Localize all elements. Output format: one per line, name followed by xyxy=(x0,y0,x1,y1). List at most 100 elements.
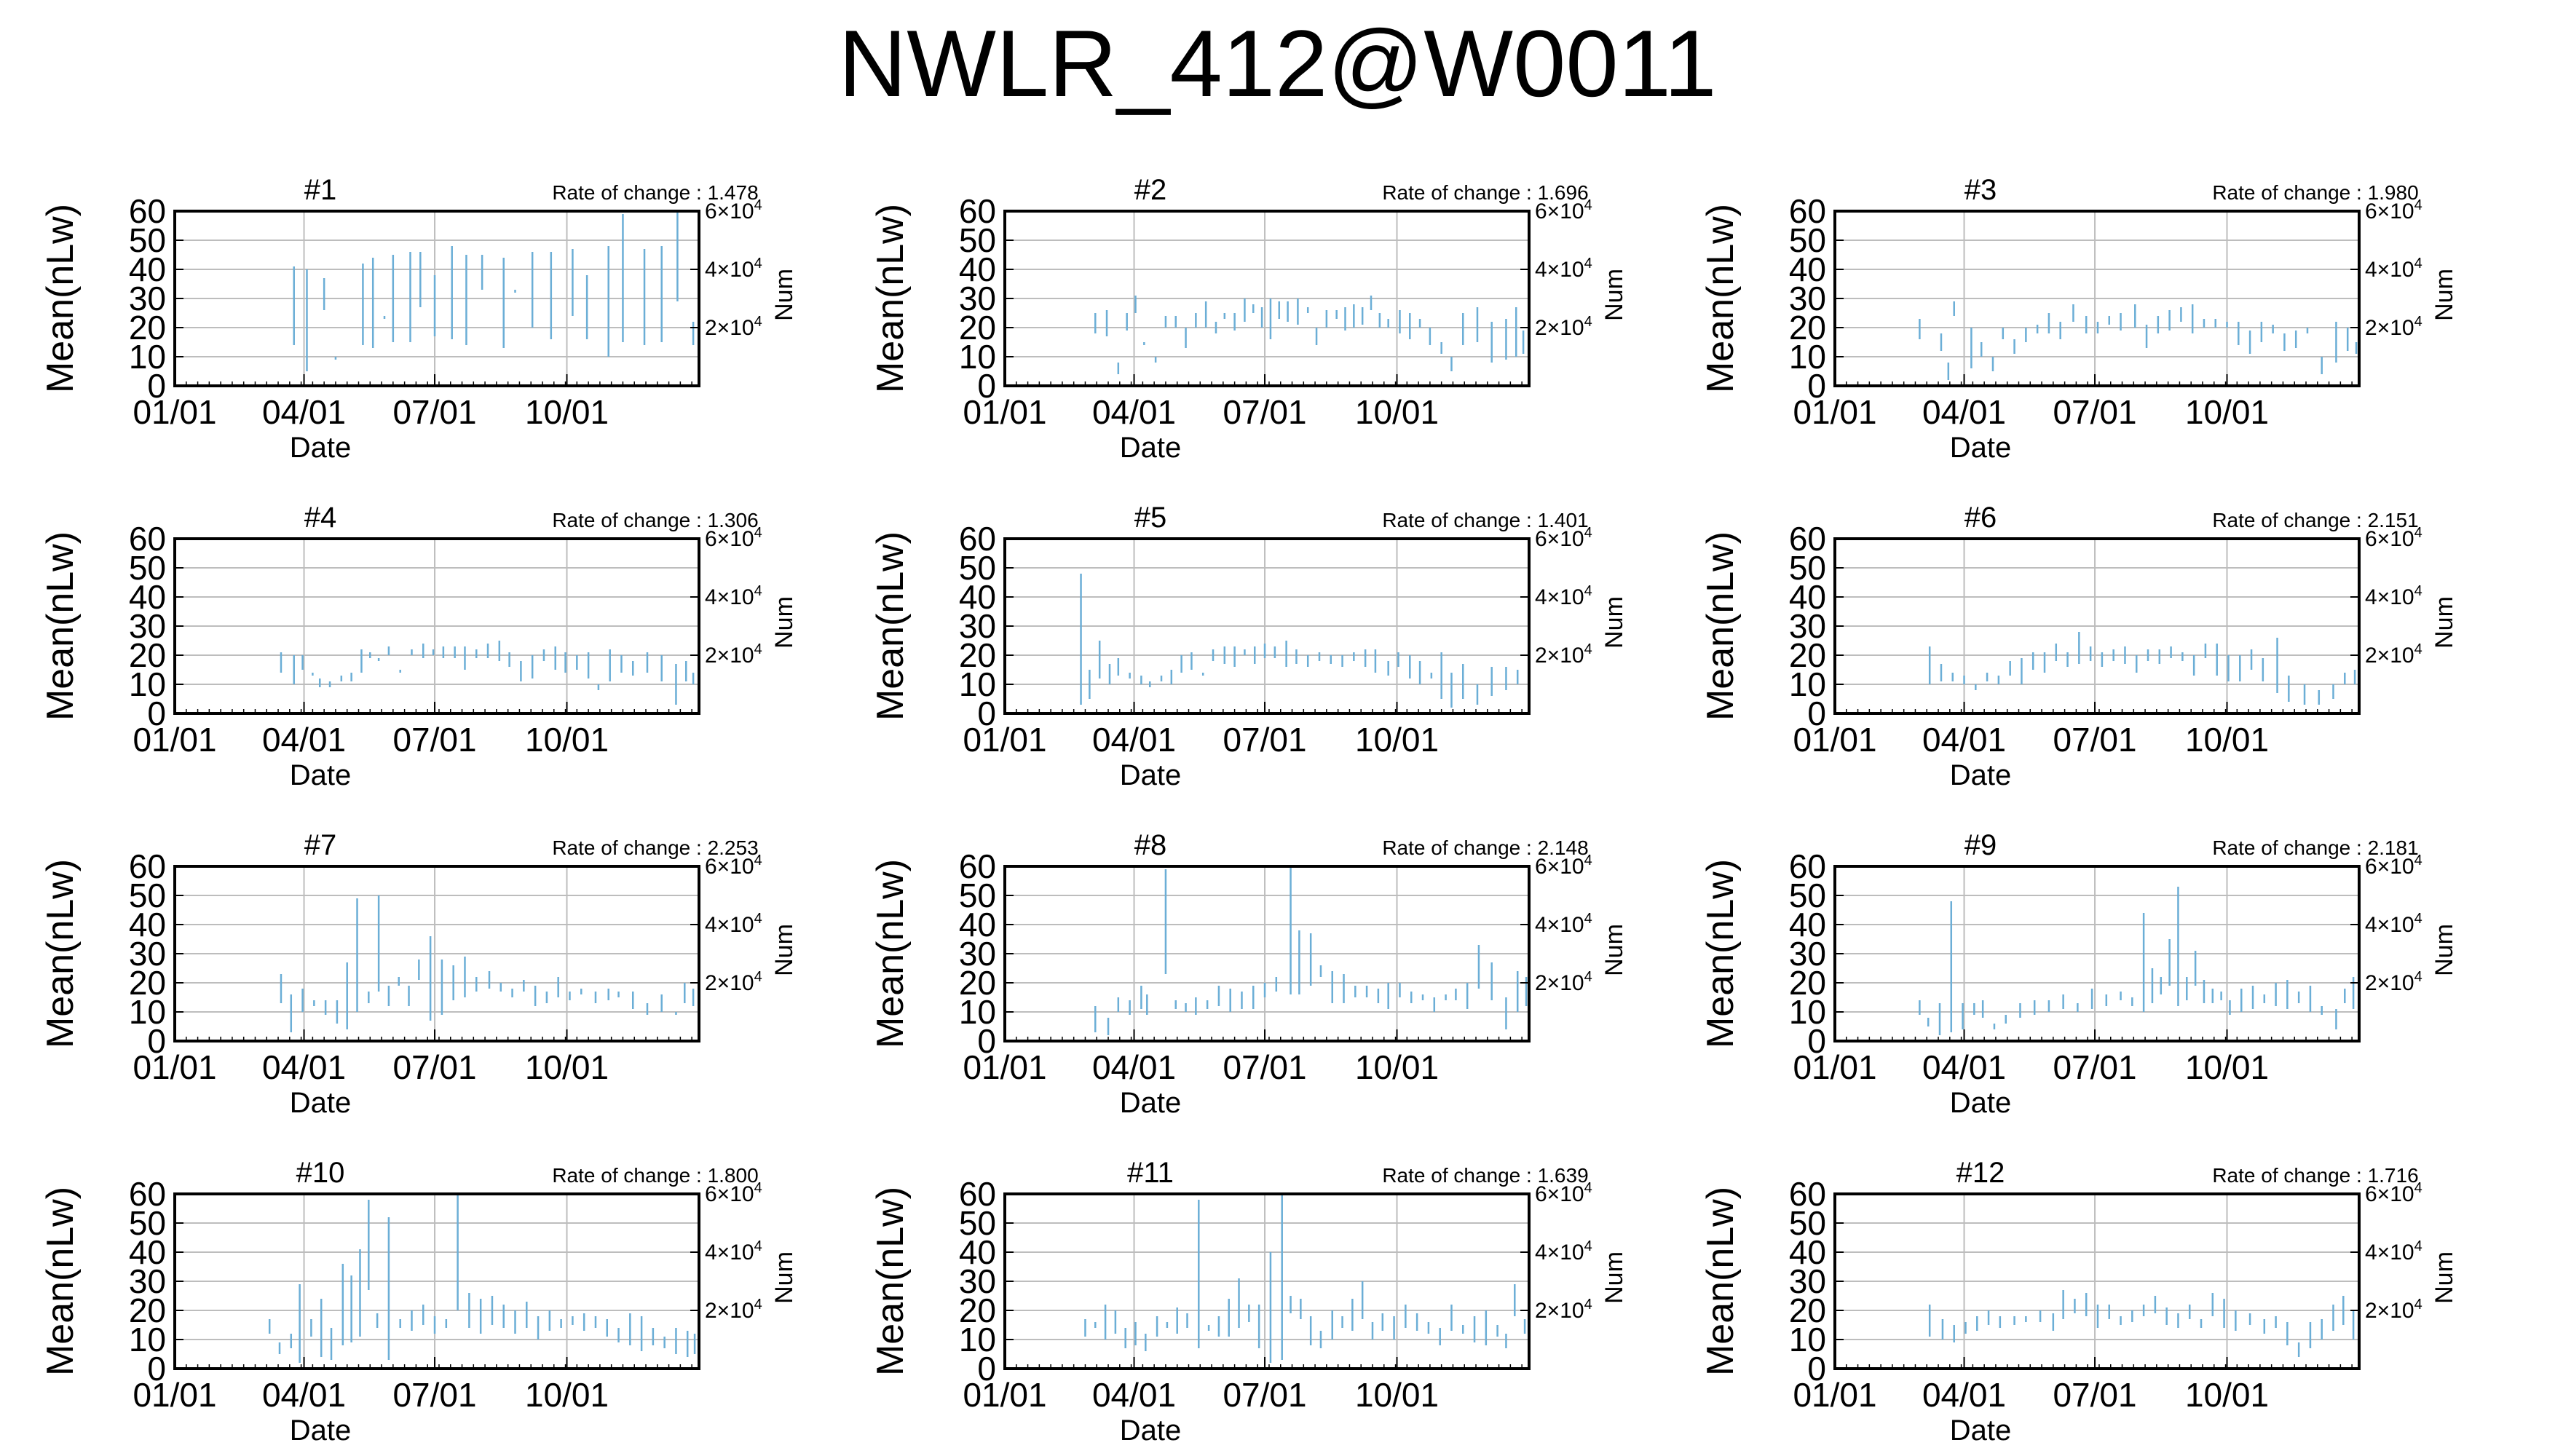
y-tick-label: 20 xyxy=(1789,1291,1826,1329)
rate-of-change: Rate of change : 1.800 xyxy=(552,1164,758,1187)
rate-of-change: Rate of change : 2.181 xyxy=(2212,836,2418,859)
x-axis-label: Date xyxy=(1950,1415,2012,1447)
y2-tick-label: 4×104 xyxy=(705,583,762,609)
x-axis-label: Date xyxy=(290,1415,352,1447)
y-tick-label: 10 xyxy=(129,993,166,1031)
panel-title: #10 xyxy=(296,1157,345,1189)
rate-of-change: Rate of change : 1.716 xyxy=(2212,1164,2418,1187)
y-tick-label: 50 xyxy=(1789,877,1826,914)
y2-tick-label: 6×104 xyxy=(705,525,762,551)
x-axis-label: Date xyxy=(1950,1087,2012,1119)
panel-title: #1 xyxy=(304,174,337,206)
page-title: NWLR_412@W0011 xyxy=(838,10,1717,116)
x-tick-label: 10/01 xyxy=(525,393,609,431)
y2-tick-label: 2×104 xyxy=(2365,1297,2422,1323)
x-tick-label: 04/01 xyxy=(1092,721,1176,759)
y-tick-label: 60 xyxy=(959,1175,996,1213)
x-tick-label: 01/01 xyxy=(963,1048,1046,1086)
y-tick-label: 10 xyxy=(129,338,166,376)
y-tick-label: 0 xyxy=(147,1350,166,1388)
y2-tick-label: 6×104 xyxy=(2365,852,2422,879)
x-tick-label: 01/01 xyxy=(1793,1048,1876,1086)
x-tick-label: 07/01 xyxy=(392,1376,476,1414)
y-tick-label: 50 xyxy=(129,877,166,914)
x-tick-label: 04/01 xyxy=(262,1048,346,1086)
y-axis-label: Mean(nLw) xyxy=(1699,859,1742,1048)
x-tick-label: 10/01 xyxy=(2185,1376,2269,1414)
y2-axis-label: Num xyxy=(770,269,798,321)
rate-of-change: Rate of change : 1.696 xyxy=(1382,181,1588,204)
y2-tick-label: 2×104 xyxy=(705,641,762,668)
x-tick-label: 04/01 xyxy=(1922,721,2006,759)
y-tick-label: 60 xyxy=(1789,1175,1826,1213)
y-tick-label: 50 xyxy=(129,1204,166,1242)
x-tick-label: 10/01 xyxy=(2185,721,2269,759)
panel-title: #8 xyxy=(1134,829,1167,861)
y2-tick-label: 6×104 xyxy=(1535,525,1592,551)
x-axis-label: Date xyxy=(290,432,352,464)
y-tick-label: 40 xyxy=(1789,906,1826,943)
y-tick-label: 30 xyxy=(129,280,166,317)
x-tick-label: 01/01 xyxy=(133,721,216,759)
x-tick-label: 04/01 xyxy=(1092,393,1176,431)
y-tick-label: 0 xyxy=(977,367,996,405)
y-tick-label: 20 xyxy=(959,1291,996,1329)
x-tick-label: 04/01 xyxy=(1922,393,2006,431)
y2-axis-label: Num xyxy=(770,924,798,976)
y-tick-label: 0 xyxy=(1807,1022,1826,1060)
y-axis-label: Mean(nLw) xyxy=(39,531,82,721)
y-tick-label: 50 xyxy=(1789,221,1826,259)
y2-tick-label: 2×104 xyxy=(705,314,762,340)
y-tick-label: 20 xyxy=(129,309,166,347)
y-tick-label: 20 xyxy=(1789,636,1826,674)
y-tick-label: 30 xyxy=(959,607,996,645)
y-tick-label: 50 xyxy=(1789,1204,1826,1242)
x-tick-label: 07/01 xyxy=(2053,1376,2136,1414)
y-tick-label: 0 xyxy=(1807,1350,1826,1388)
x-tick-label: 01/01 xyxy=(1793,393,1876,431)
x-tick-label: 01/01 xyxy=(133,1376,216,1414)
x-tick-label: 10/01 xyxy=(1355,1376,1439,1414)
x-tick-label: 01/01 xyxy=(1793,1376,1876,1414)
y2-tick-label: 4×104 xyxy=(705,1238,762,1265)
x-axis-label: Date xyxy=(290,1087,352,1119)
y2-axis-label: Num xyxy=(770,1251,798,1304)
y-tick-label: 0 xyxy=(1807,695,1826,732)
panel-title: #6 xyxy=(1964,502,1997,534)
rate-of-change: Rate of change : 1.980 xyxy=(2212,181,2418,204)
x-axis-label: Date xyxy=(290,759,352,791)
y-tick-label: 30 xyxy=(1789,607,1826,645)
y-axis-label: Mean(nLw) xyxy=(869,204,912,393)
x-tick-label: 01/01 xyxy=(963,721,1046,759)
x-tick-label: 04/01 xyxy=(262,721,346,759)
y-tick-label: 30 xyxy=(1789,280,1826,317)
y-tick-label: 30 xyxy=(1789,935,1826,973)
panel-title: #12 xyxy=(1956,1157,2005,1189)
y-tick-label: 60 xyxy=(959,192,996,230)
panel-title: #9 xyxy=(1964,829,1997,861)
y-tick-label: 10 xyxy=(1789,338,1826,376)
x-axis-label: Date xyxy=(1120,432,1182,464)
y-axis-label: Mean(nLw) xyxy=(39,859,82,1048)
x-tick-label: 10/01 xyxy=(1355,393,1439,431)
y-tick-label: 10 xyxy=(959,1321,996,1358)
y-tick-label: 0 xyxy=(977,1350,996,1388)
y-tick-label: 30 xyxy=(1789,1262,1826,1300)
y-tick-label: 10 xyxy=(959,338,996,376)
y-axis-label: Mean(nLw) xyxy=(869,531,912,721)
x-tick-label: 01/01 xyxy=(963,393,1046,431)
y2-tick-label: 6×104 xyxy=(705,1180,762,1206)
y2-tick-label: 4×104 xyxy=(1535,911,1592,937)
y2-tick-label: 2×104 xyxy=(2365,969,2422,995)
y-tick-label: 0 xyxy=(977,1022,996,1060)
y2-axis-label: Num xyxy=(1600,269,1628,321)
y2-tick-label: 4×104 xyxy=(1535,1238,1592,1265)
x-axis-label: Date xyxy=(1120,1087,1182,1119)
y-tick-label: 50 xyxy=(1789,549,1826,587)
y-axis-label: Mean(nLw) xyxy=(1699,1187,1742,1376)
y2-tick-label: 4×104 xyxy=(705,911,762,937)
y-tick-label: 20 xyxy=(1789,964,1826,1002)
panel-title: #3 xyxy=(1964,174,1997,206)
